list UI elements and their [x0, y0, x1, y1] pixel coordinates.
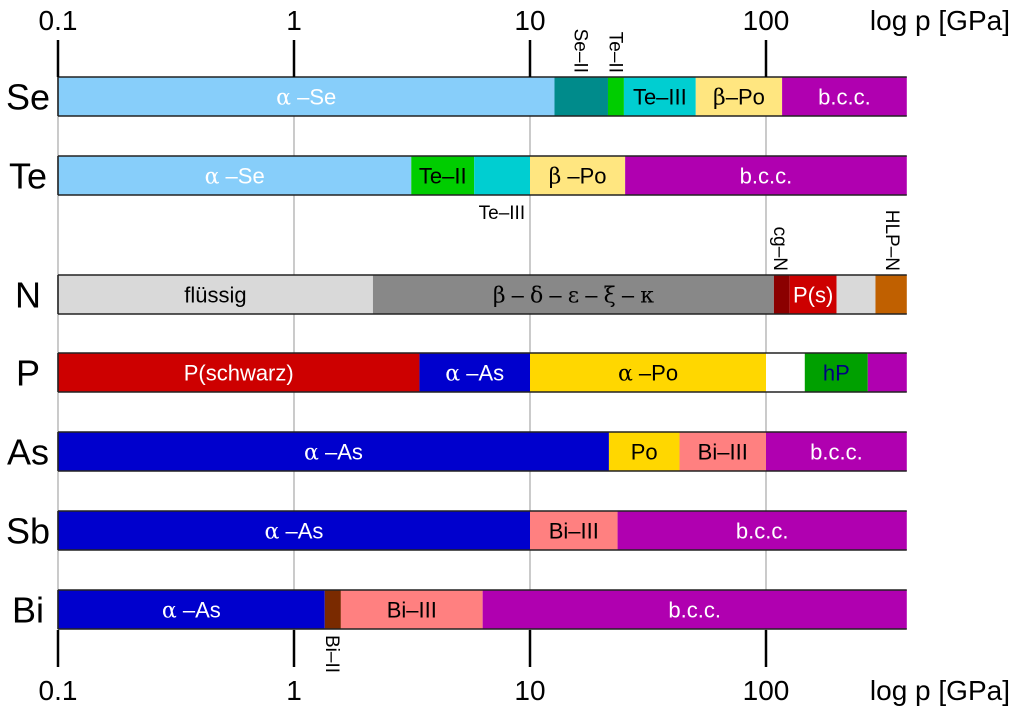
- phase-segment: [679, 432, 766, 471]
- phase-label: α –As: [162, 598, 221, 624]
- phase-segment: [58, 275, 373, 314]
- phase-segment: [340, 590, 483, 629]
- x-axis-label-top: log p [GPa]: [870, 5, 1010, 36]
- tick-label-top: 0.1: [39, 5, 78, 36]
- row-n: flüssig β – δ – ε – ξ – κ P(s): [57, 274, 907, 315]
- phase-label: α –As: [265, 519, 324, 545]
- annotation-label: Te–III: [479, 203, 525, 224]
- phase-segment: [474, 156, 530, 195]
- phase-segment: [58, 353, 420, 392]
- tick-label-top: 10: [514, 5, 545, 36]
- annotation-label: cg–N: [769, 227, 790, 271]
- row-se: α –Se Te–III β–Po b.c.c.: [57, 76, 907, 117]
- tick-label-bottom: 0.1: [39, 675, 78, 706]
- phase-label: α –As: [304, 440, 363, 466]
- phase-segment: [625, 156, 907, 195]
- phase-label: Bi–III: [698, 440, 748, 465]
- element-label-se: Se: [6, 77, 50, 118]
- annotation-label: Se–II: [569, 29, 590, 73]
- phase-segment: [58, 77, 555, 116]
- phase-segment: [773, 275, 790, 314]
- element-label-as: As: [7, 432, 49, 473]
- tick-label-bottom: 10: [514, 675, 545, 706]
- phase-segment: [766, 432, 907, 471]
- phase-segment: [411, 156, 475, 195]
- phase-segment: [623, 77, 696, 116]
- phase-segment: [419, 353, 530, 392]
- phase-label: Te–III: [633, 85, 687, 110]
- phase-bars: α –Se Te–III β–Po b.c.c. α –Se Te–II β –Po b.c.…: [57, 76, 907, 630]
- element-label-bi: Bi: [12, 590, 44, 631]
- phase-segment: [530, 353, 766, 392]
- phase-label: hP: [823, 361, 850, 386]
- phase-segment: [58, 511, 530, 550]
- x-axis-label-bottom: log p [GPa]: [870, 675, 1010, 706]
- phase-label: α –Se: [276, 85, 336, 111]
- annotation-label: HLP–N: [881, 210, 902, 271]
- phase-segment: [789, 275, 837, 314]
- phase-segment: [482, 590, 907, 629]
- phase-segment: [58, 590, 325, 629]
- element-label-p: P: [16, 353, 40, 394]
- phase-segment: [836, 275, 876, 314]
- phase-segment: [875, 275, 907, 314]
- phase-label: b.c.c.: [740, 164, 793, 189]
- phase-segment: [608, 432, 680, 471]
- phase-label: α –As: [445, 361, 504, 387]
- phase-segment: [324, 590, 341, 629]
- element-label-te: Te: [9, 156, 47, 197]
- phase-label: Te–II: [419, 164, 467, 189]
- phase-label: α –Po: [618, 361, 678, 387]
- row-te: α –Se Te–II β –Po b.c.c.: [57, 155, 907, 196]
- phase-label: flüssig: [184, 283, 246, 308]
- phase-segment: [554, 77, 608, 116]
- phase-segment: [782, 77, 907, 116]
- phase-label: Bi–III: [549, 519, 599, 544]
- phase-segment: [58, 156, 412, 195]
- tick-label-bottom: 1: [286, 675, 302, 706]
- phase-label: b.c.c.: [818, 85, 871, 110]
- phase-segment: [867, 353, 907, 392]
- phase-segment: [530, 156, 626, 195]
- phase-label: β – δ – ε – ξ – κ: [493, 283, 654, 309]
- phase-segment: [530, 511, 618, 550]
- phase-label: b.c.c.: [668, 598, 721, 623]
- phase-label: β–Po: [713, 85, 765, 111]
- annotation-label: Te–II: [604, 32, 625, 73]
- phase-label: Po: [631, 440, 658, 465]
- phase-label: β –Po: [549, 164, 607, 190]
- phase-segment: [804, 353, 868, 392]
- phase-label: P(schwarz): [184, 361, 294, 386]
- annotation-label: Bi–II: [321, 635, 342, 673]
- phase-segment: [695, 77, 783, 116]
- labels: Se Te NP As Sb Bi Se–II Te–II Te–III cg–N HLP–N Bi–…: [6, 29, 902, 673]
- tick-label-bottom: 100: [743, 675, 790, 706]
- phase-label: b.c.c.: [810, 440, 863, 465]
- phase-label: P(s): [793, 283, 833, 308]
- phase-segment: [617, 511, 907, 550]
- phase-label: b.c.c.: [736, 519, 789, 544]
- row-as: α –As Po Bi–III b.c.c.: [57, 431, 907, 472]
- element-label-sb: Sb: [6, 511, 50, 552]
- row-bi: α –As Bi–III b.c.c.: [57, 589, 907, 630]
- tick-label-top: 1: [286, 5, 302, 36]
- axes: 0.1 0.1 1 1 10 10 100 100 log p [GPa] log p [GPa]: [39, 5, 1010, 706]
- row-sb: α –As Bi–III b.c.c.: [57, 510, 907, 551]
- phase-segment: [372, 275, 774, 314]
- phase-label: Bi–III: [387, 598, 437, 623]
- phase-label: α –Se: [205, 164, 265, 190]
- row-p: P(schwarz) α –As α –Po hP: [57, 352, 907, 393]
- tick-label-top: 100: [743, 5, 790, 36]
- phase-segment: [607, 77, 624, 116]
- phase-segment: [766, 353, 805, 392]
- phase-segment: [58, 432, 609, 471]
- element-label-n: N: [15, 275, 41, 316]
